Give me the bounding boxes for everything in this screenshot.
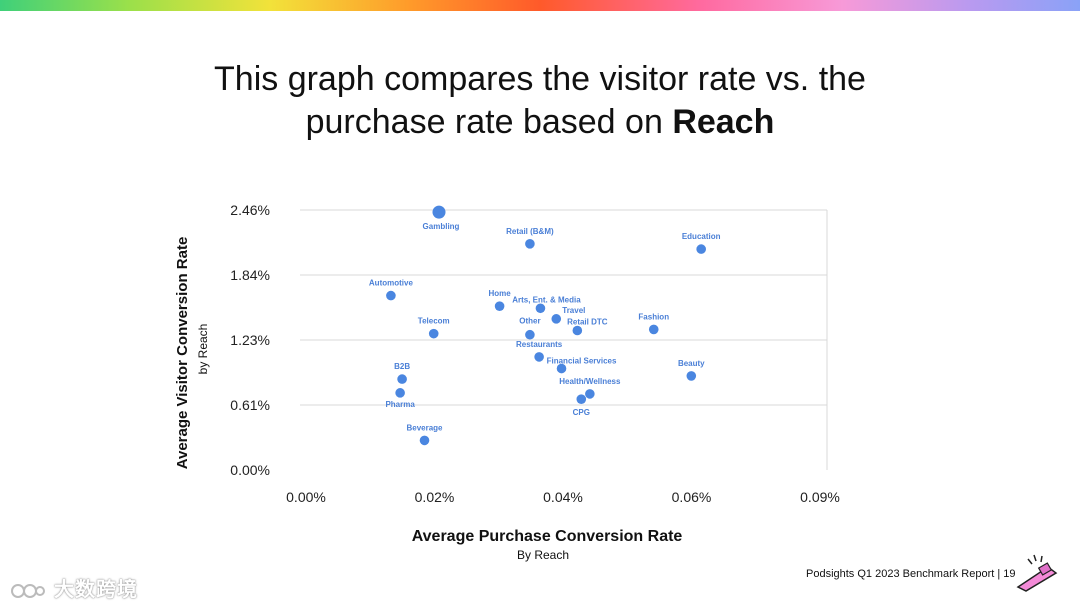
y-axis-label: Average Visitor Conversion Rate <box>174 237 191 470</box>
watermark-logo-icon <box>11 583 45 598</box>
chart-grid <box>300 209 828 470</box>
slide-title: This graph compares the visitor rate vs.… <box>140 58 940 144</box>
y-axis-sublabel: by Reach <box>196 324 210 375</box>
data-point-label: Home <box>488 289 511 298</box>
slide-title-line2-prefix: purchase rate based on <box>305 103 673 141</box>
data-point <box>397 374 407 384</box>
x-axis-label: Average Purchase Conversion Rate <box>412 528 683 545</box>
data-point-label: Arts, Ent. & Media <box>512 295 581 304</box>
data-point <box>551 314 562 324</box>
chart-points: Gambling Retail (B&M) Education Automotive H… <box>369 205 721 446</box>
data-point <box>576 394 587 404</box>
data-point <box>535 303 546 314</box>
data-point <box>686 371 697 381</box>
y-tick-label: 0.00% <box>230 462 270 478</box>
y-tick-label: 1.84% <box>230 267 270 283</box>
data-point-label: Beauty <box>678 359 705 368</box>
data-point <box>428 328 439 339</box>
x-axis-sublabel: By Reach <box>517 548 569 562</box>
y-tick-label: 0.61% <box>230 397 270 413</box>
slide-title-line1: This graph compares the visitor rate vs.… <box>214 60 866 98</box>
data-point-label: CPG <box>573 408 590 417</box>
data-point <box>556 363 567 374</box>
x-tick-label: 0.04% <box>543 489 583 505</box>
data-point-label: Health/Wellness <box>559 377 621 386</box>
y-tick-label: 2.46% <box>230 202 270 218</box>
data-point-label: Travel <box>562 306 585 315</box>
data-point <box>386 290 396 301</box>
data-point-label: B2B <box>394 362 410 371</box>
watermark: 大数跨境 <box>10 573 138 602</box>
chart-ticks: 0.00% 0.61% 1.23% 1.84% 2.46% 0.00% 0.02% 0.04%… <box>230 202 840 505</box>
x-tick-label: 0.09% <box>800 489 840 505</box>
data-point <box>419 435 430 446</box>
data-point-label: Other <box>519 317 540 326</box>
data-point-label: Pharma <box>385 400 415 409</box>
data-point <box>572 325 583 336</box>
watermark-text: 大数跨境 <box>53 577 138 601</box>
data-point-label: Gambling <box>423 222 460 231</box>
slide-title-line2: purchase rate based on Reach <box>140 101 940 144</box>
x-tick-label: 0.00% <box>286 489 326 505</box>
data-point <box>525 239 535 249</box>
data-point-label: Fashion <box>638 312 669 321</box>
data-point-label: Retail (B&M) <box>506 227 554 236</box>
data-point-label: Restaurants <box>516 340 563 349</box>
footer-text: Podsights Q1 2023 Benchmark Report | 19 <box>806 568 1016 580</box>
data-point-label: Telecom <box>418 317 450 326</box>
data-point <box>395 388 405 398</box>
y-tick-label: 1.23% <box>230 332 270 348</box>
data-point-label: Education <box>682 232 721 241</box>
slide-title-bold: Reach <box>672 103 775 141</box>
x-tick-label: 0.06% <box>672 489 712 505</box>
data-point <box>432 205 446 219</box>
data-point <box>525 329 535 340</box>
mascot-icon <box>1016 554 1058 592</box>
data-point <box>585 389 595 399</box>
data-point-label: Automotive <box>369 279 414 288</box>
data-point <box>696 244 706 254</box>
data-point-label: Retail DTC <box>567 317 608 326</box>
rainbow-bar <box>0 0 1080 11</box>
data-point <box>494 301 505 311</box>
data-point-label: Beverage <box>406 423 443 432</box>
data-point <box>648 324 659 335</box>
data-point <box>534 352 544 362</box>
data-point-label: Financial Services <box>547 357 617 366</box>
x-tick-label: 0.02% <box>415 489 455 505</box>
